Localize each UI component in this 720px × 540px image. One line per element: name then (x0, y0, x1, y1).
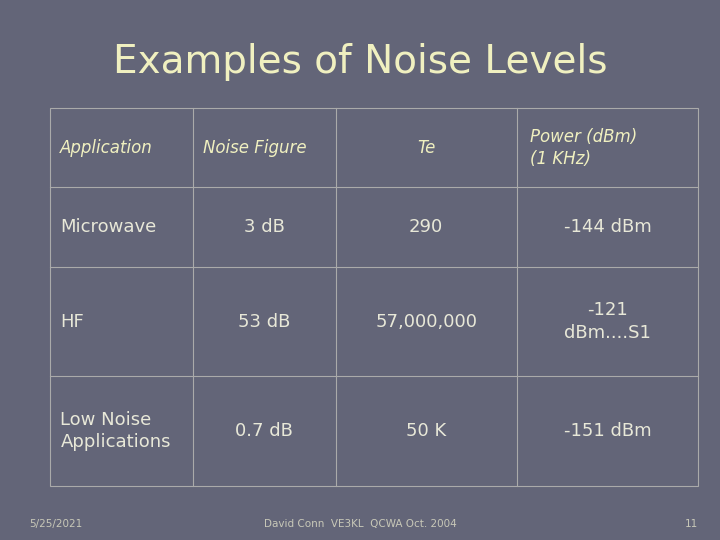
Text: Microwave: Microwave (60, 218, 157, 236)
Text: 3 dB: 3 dB (244, 218, 284, 236)
Text: 290: 290 (409, 218, 444, 236)
Text: Noise Figure: Noise Figure (203, 139, 307, 157)
Text: HF: HF (60, 313, 84, 330)
Text: David Conn  VE3KL  QCWA Oct. 2004: David Conn VE3KL QCWA Oct. 2004 (264, 519, 456, 529)
Text: Low Noise
Applications: Low Noise Applications (60, 411, 171, 451)
Text: Application: Application (60, 139, 153, 157)
Text: 53 dB: 53 dB (238, 313, 290, 330)
Text: -144 dBm: -144 dBm (564, 218, 652, 236)
Text: Te: Te (417, 139, 436, 157)
Text: -151 dBm: -151 dBm (564, 422, 652, 440)
Text: Power (dBm)
(1 KHz): Power (dBm) (1 KHz) (530, 127, 637, 168)
Text: Examples of Noise Levels: Examples of Noise Levels (113, 43, 607, 81)
Text: 0.7 dB: 0.7 dB (235, 422, 293, 440)
Text: 5/25/2021: 5/25/2021 (29, 519, 82, 529)
Text: 57,000,000: 57,000,000 (375, 313, 477, 330)
Text: -121
dBm....S1: -121 dBm....S1 (564, 301, 651, 342)
Text: 50 K: 50 K (406, 422, 446, 440)
Text: 11: 11 (685, 519, 698, 529)
